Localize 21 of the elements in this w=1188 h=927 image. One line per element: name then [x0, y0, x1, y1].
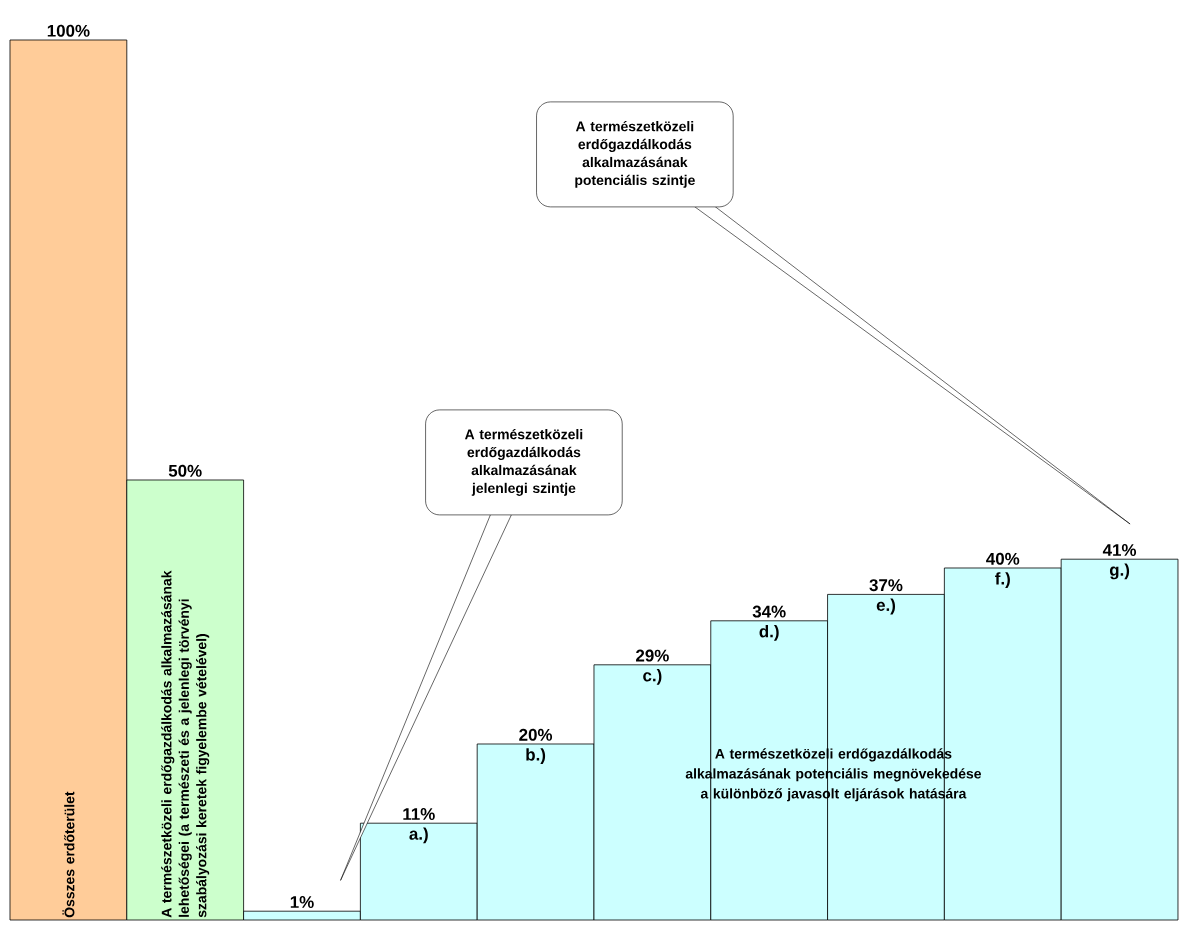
- data-label: 34%: [752, 605, 786, 618]
- annotation: A természetközeli erdőgazdálkodás alkalmazásának jelenlegi szintje: [464, 428, 583, 496]
- x-tick-label: Összes erdőterület: [62, 791, 75, 918]
- data-label: 50%: [168, 464, 202, 477]
- annotation: g.): [1109, 563, 1130, 580]
- x-tick-label: A természetközeli erdőgazdálkodás alkalmazásának lehetőségei (a természeti és a jelenlegi törvényi szabályozási keretek figyelembe vételével): [161, 570, 210, 918]
- annotation: d.): [759, 625, 779, 641]
- data-label: 41%: [1102, 544, 1137, 556]
- data-label: 20%: [519, 728, 553, 741]
- annotation: a.): [409, 827, 428, 844]
- annotation: c.): [643, 669, 662, 685]
- data-label: 29%: [636, 649, 669, 662]
- data-label: 11%: [403, 808, 435, 820]
- annotation: A természetközeli erdőgazdálkodás alkalmazásának potenciális szintje: [575, 120, 695, 188]
- data-label: 100%: [47, 24, 90, 37]
- annotation: e.): [876, 598, 896, 615]
- annotation: b.): [526, 748, 546, 764]
- data-label: 40%: [986, 552, 1020, 565]
- data-label: 37%: [869, 579, 903, 592]
- data-label: 1%: [290, 896, 314, 908]
- annotation: f.): [995, 572, 1010, 588]
